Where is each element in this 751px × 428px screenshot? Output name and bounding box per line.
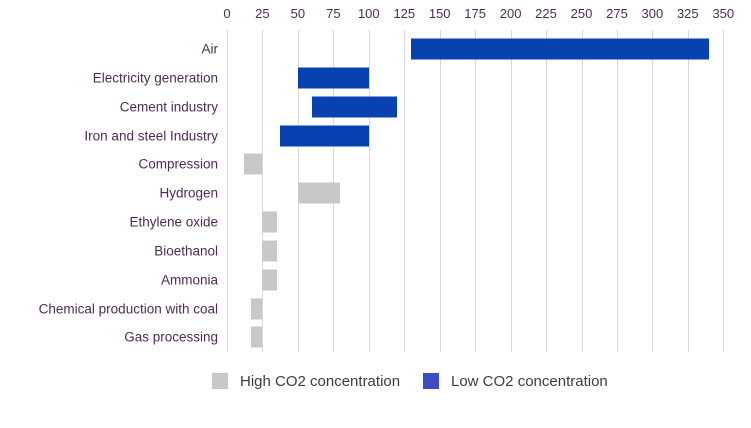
x-axis-tick-label: 250 <box>570 6 593 21</box>
range-bar <box>251 298 263 319</box>
category-label: Electricity generation <box>92 70 218 86</box>
category-label: Iron and steel Industry <box>84 128 218 143</box>
x-axis-tick-label: 300 <box>641 6 664 21</box>
gridline <box>687 30 689 352</box>
category-label: Ethylene oxide <box>129 214 218 230</box>
x-axis-tick-label: 25 <box>255 6 270 21</box>
legend: High CO2 concentration Low CO2 concentra… <box>0 366 751 396</box>
legend-label-high-co2: High CO2 concentration <box>240 372 401 390</box>
gridline <box>262 30 264 352</box>
x-axis-tick-label: 350 <box>712 6 735 21</box>
category-label: Gas processing <box>124 329 218 345</box>
gridline <box>546 30 547 352</box>
gridline <box>617 30 618 352</box>
gridline <box>723 30 725 352</box>
x-axis-tick-label: 50 <box>290 6 306 21</box>
x-axis-tick-label: 0 <box>223 6 231 21</box>
x-axis-tick-label: 100 <box>357 6 380 21</box>
range-bar <box>312 96 398 118</box>
gridline <box>510 30 512 352</box>
x-axis-tick-label: 225 <box>535 6 557 21</box>
gridline <box>652 30 654 352</box>
category-label: Air <box>201 41 219 57</box>
category-label: Compression <box>138 156 218 172</box>
x-axis-tick-label: 175 <box>464 6 486 21</box>
range-bar <box>297 182 341 204</box>
category-label: Hydrogen <box>159 185 218 201</box>
x-axis-tick-label: 275 <box>606 6 628 21</box>
x-axis-tick-label: 200 <box>499 6 522 21</box>
category-label: Cement industry <box>119 99 218 115</box>
legend-item-low-co2: Low CO2 concentration <box>423 366 608 396</box>
gridline <box>581 30 583 352</box>
gridline <box>475 30 477 352</box>
range-bar <box>279 125 369 146</box>
x-axis-tick-label: 150 <box>428 6 451 21</box>
gridline <box>404 30 406 352</box>
range-bar <box>411 38 710 60</box>
category-label: Chemical production with coal <box>38 301 218 316</box>
gridline <box>227 30 228 352</box>
range-bar <box>262 269 277 291</box>
category-label: Ammonia <box>160 272 218 288</box>
gridline <box>439 30 441 352</box>
range-bar <box>262 240 277 262</box>
gridline <box>368 30 370 352</box>
x-axis-tick-label: 325 <box>676 6 699 21</box>
range-bar <box>251 326 263 348</box>
x-axis-tick-label: 125 <box>393 6 416 21</box>
legend-swatch-low-co2 <box>423 373 439 389</box>
category-label: Bioethanol <box>154 243 218 259</box>
legend-swatch-high-co2 <box>212 373 228 389</box>
range-bar <box>262 211 277 233</box>
range-bar <box>297 67 369 89</box>
x-axis-tick-label: 75 <box>326 6 341 21</box>
legend-item-high-co2: High CO2 concentration <box>212 366 400 396</box>
range-bar <box>244 153 263 175</box>
legend-label-low-co2: Low CO2 concentration <box>451 372 608 390</box>
